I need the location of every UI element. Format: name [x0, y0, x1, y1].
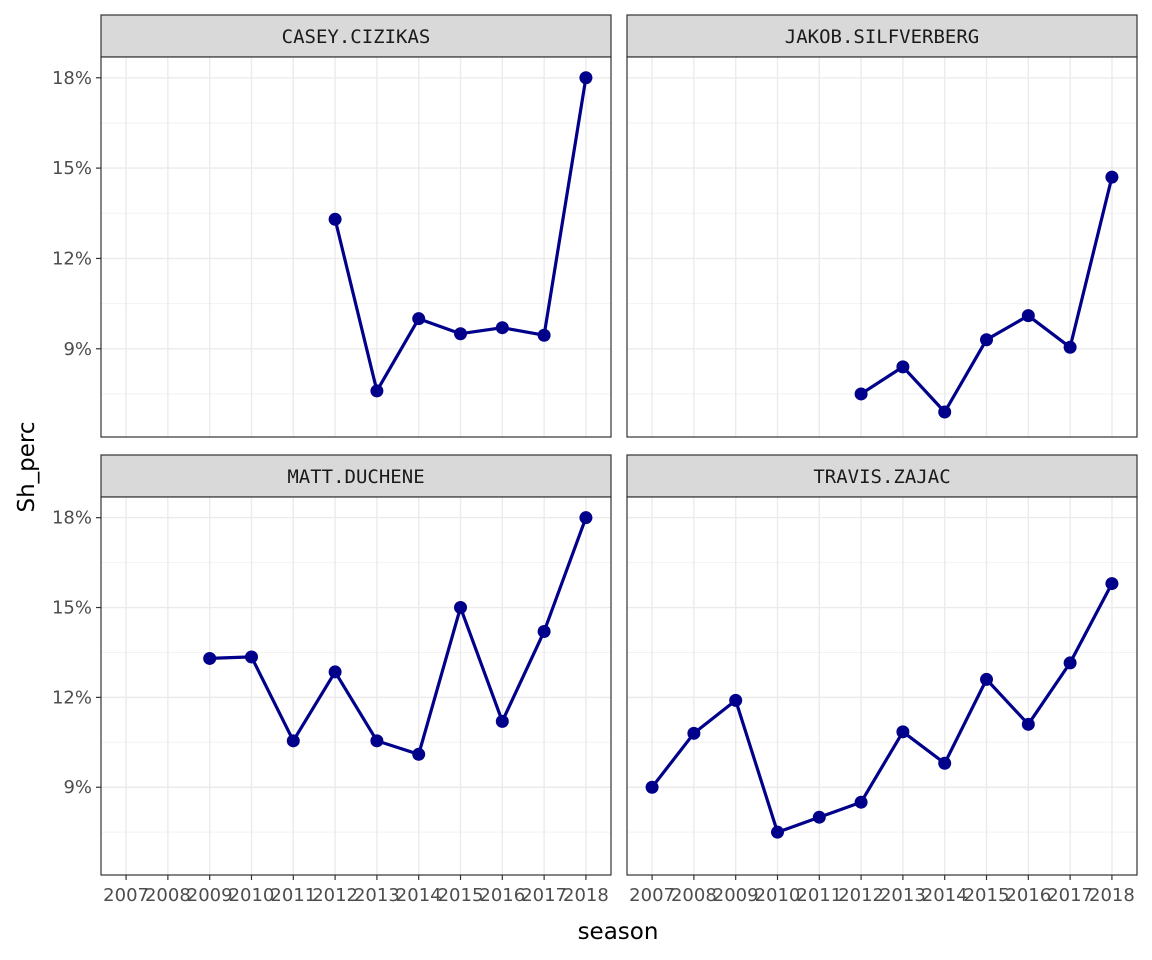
data-point: [203, 651, 217, 665]
facet-strip: [100, 454, 612, 498]
x-tick-label: 2009: [187, 885, 233, 906]
panel-3: MATT.DUCHENE9%12%15%18%20072008200920102…: [52, 454, 612, 906]
data-point: [495, 714, 509, 728]
panel-background: [101, 57, 611, 437]
data-point: [980, 333, 994, 347]
data-point: [412, 747, 426, 761]
panel-background: [101, 497, 611, 875]
panel-background: [627, 57, 1137, 437]
x-tick-label: 2013: [880, 885, 926, 906]
x-tick-label: 2008: [145, 885, 191, 906]
y-tick-label: 18%: [52, 68, 92, 89]
data-point: [645, 780, 659, 794]
panel-border: [100, 56, 612, 438]
data-point: [454, 327, 468, 341]
data-point: [537, 328, 551, 342]
x-tick-label: 2011: [270, 885, 316, 906]
x-tick-label: 2012: [312, 885, 358, 906]
facet-strip-label: MATT.DUCHENE: [287, 466, 424, 488]
data-point: [896, 360, 910, 374]
data-point: [1021, 717, 1035, 731]
data-point: [896, 725, 910, 739]
data-point: [812, 810, 826, 824]
data-point: [412, 312, 426, 326]
panel-background: [627, 497, 1137, 875]
x-tick-label: 2010: [229, 885, 275, 906]
y-tick-label: 9%: [63, 777, 92, 798]
data-point: [328, 665, 342, 679]
x-tick-label: 2014: [922, 885, 968, 906]
x-tick-label: 2018: [563, 885, 609, 906]
data-point: [980, 672, 994, 686]
data-point: [770, 825, 784, 839]
data-point: [537, 624, 551, 638]
x-tick-label: 2015: [964, 885, 1010, 906]
y-tick-label: 9%: [63, 339, 92, 360]
facet-strip-label: CASEY.CIZIKAS: [282, 26, 431, 48]
data-point: [454, 601, 468, 615]
data-point: [244, 650, 258, 664]
x-tick-label: 2007: [629, 885, 675, 906]
facet-strip: [626, 454, 1138, 498]
x-tick-label: 2015: [438, 885, 484, 906]
y-tick-label: 18%: [52, 508, 92, 529]
x-tick-label: 2017: [1047, 885, 1093, 906]
panel-border: [100, 496, 612, 876]
data-point: [1063, 340, 1077, 354]
facet-strip-label: JAKOB.SILFVERBERG: [785, 26, 979, 48]
series-line: [650, 582, 1114, 834]
x-tick-label: 2012: [838, 885, 884, 906]
data-point: [1021, 309, 1035, 323]
data-point: [1105, 577, 1119, 591]
facet-strip: [626, 14, 1138, 58]
x-tick-label: 2011: [796, 885, 842, 906]
x-tick-label: 2013: [354, 885, 400, 906]
data-point: [938, 756, 952, 770]
data-point: [687, 726, 701, 740]
y-tick-label: 15%: [52, 598, 92, 619]
data-point: [1105, 170, 1119, 184]
data-point: [286, 734, 300, 748]
data-point: [1063, 656, 1077, 670]
series-line: [209, 517, 588, 756]
facet-strip: [100, 14, 612, 58]
data-point: [370, 384, 384, 398]
x-axis-title: season: [578, 919, 659, 945]
data-point: [854, 387, 868, 401]
x-tick-label: 2009: [713, 885, 759, 906]
panel-4: TRAVIS.ZAJAC 2007200820092010201120122013…: [626, 454, 1138, 906]
panel-border: [626, 56, 1138, 438]
y-tick-label: 12%: [52, 687, 92, 708]
x-tick-label: 2016: [1005, 885, 1051, 906]
facet-strip-label: TRAVIS.ZAJAC: [813, 466, 950, 488]
x-tick-label: 2016: [479, 885, 525, 906]
data-point: [854, 795, 868, 809]
x-tick-label: 2017: [521, 885, 567, 906]
x-tick-label: 2018: [1089, 885, 1135, 906]
data-point: [370, 734, 384, 748]
panel-1: CASEY.CIZIKAS 9% 12% 15% 18%: [52, 14, 612, 438]
y-tick-label: 12%: [52, 248, 92, 269]
panel-2: JAKOB.SILFVERBERG: [626, 14, 1138, 438]
x-tick-label: 2008: [671, 885, 717, 906]
y-axis-title: Sh_perc: [14, 421, 40, 512]
x-tick-label: 2007: [103, 885, 149, 906]
data-point: [328, 212, 342, 226]
data-point: [729, 693, 743, 707]
data-point: [938, 405, 952, 419]
data-point: [579, 71, 593, 85]
x-tick-label: 2014: [396, 885, 442, 906]
panel-border: [626, 496, 1138, 876]
x-tick-label: 2010: [755, 885, 801, 906]
y-tick-label: 15%: [52, 158, 92, 179]
data-point: [579, 511, 593, 525]
data-point: [495, 321, 509, 335]
